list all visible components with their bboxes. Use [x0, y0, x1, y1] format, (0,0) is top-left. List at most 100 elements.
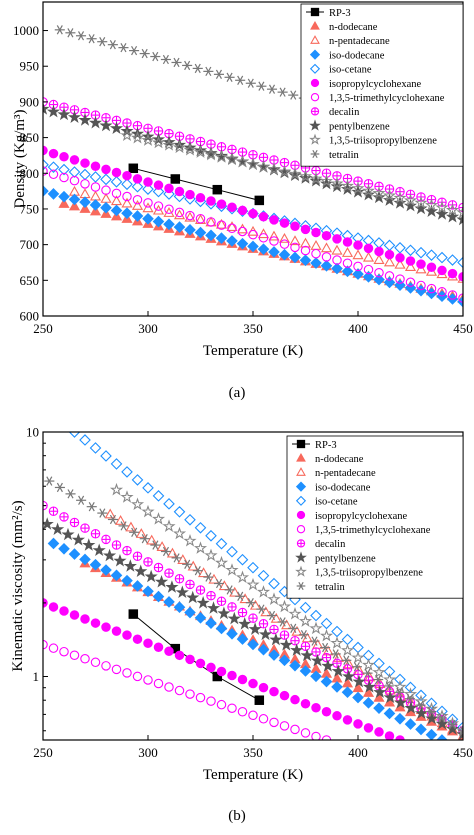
data-point	[107, 40, 118, 50]
data-point	[235, 591, 246, 601]
data-point	[182, 60, 193, 71]
legend-label: iso-dodecane	[315, 482, 371, 493]
data-point	[415, 284, 427, 297]
data-point	[151, 512, 166, 525]
data-point	[310, 257, 322, 269]
data-point	[289, 251, 301, 264]
legend-marker	[296, 525, 306, 534]
data-point	[172, 526, 187, 540]
caption-b: (b)	[228, 808, 246, 824]
data-point	[279, 218, 290, 228]
data-point	[110, 569, 123, 582]
data-point	[215, 232, 228, 244]
data-point	[139, 534, 150, 544]
series-1-3-5-trimethylcyclohexane	[43, 639, 332, 740]
data-point	[394, 258, 406, 269]
data-point	[69, 175, 80, 186]
data-point	[204, 147, 218, 161]
data-point	[212, 184, 223, 195]
data-point	[236, 553, 249, 566]
data-point	[246, 577, 260, 591]
legend-label: pentylbenzene	[315, 553, 376, 564]
data-point	[425, 728, 438, 740]
series-isopropylcyclohexane	[43, 598, 405, 740]
data-point	[248, 229, 258, 240]
data-point	[90, 657, 101, 668]
data-point	[132, 671, 143, 682]
x-tick-label: 400	[348, 321, 368, 336]
data-point	[403, 198, 418, 212]
data-point	[299, 237, 312, 248]
data-point	[248, 622, 262, 635]
data-point	[78, 113, 92, 126]
data-point	[277, 164, 292, 178]
data-point	[352, 268, 364, 280]
series-pentylbenzene	[43, 517, 463, 740]
legend-label: n-pentadecane	[315, 468, 376, 479]
data-point	[177, 554, 189, 565]
data-point	[247, 240, 259, 253]
data-point	[80, 614, 90, 624]
data-point	[206, 662, 216, 673]
data-point	[372, 186, 386, 199]
data-point	[143, 638, 153, 648]
data-point	[254, 195, 265, 206]
data-point	[288, 90, 299, 100]
data-point	[342, 258, 353, 268]
data-point	[58, 542, 70, 555]
data-point	[100, 192, 112, 203]
data-point	[100, 564, 112, 576]
data-point	[267, 162, 281, 175]
data-point	[129, 45, 140, 56]
data-point	[76, 495, 87, 505]
data-point	[383, 707, 396, 720]
data-point	[352, 682, 364, 693]
data-point	[59, 172, 69, 183]
data-point	[269, 686, 279, 697]
data-point	[131, 210, 144, 222]
data-point	[238, 617, 252, 630]
data-point	[299, 665, 312, 677]
data-point	[436, 251, 448, 264]
data-point	[69, 517, 80, 528]
data-point	[330, 649, 341, 659]
data-point	[239, 593, 251, 604]
data-point	[163, 596, 175, 608]
data-point	[171, 553, 182, 563]
data-point	[205, 529, 217, 542]
data-point	[153, 678, 164, 689]
caption-a: (a)	[228, 385, 246, 401]
data-point	[217, 606, 231, 620]
data-point	[373, 702, 385, 714]
legend-marker	[296, 539, 306, 548]
data-point	[426, 283, 437, 294]
data-point	[58, 198, 70, 208]
data-point	[59, 512, 69, 522]
data-point	[404, 681, 417, 694]
data-point	[446, 722, 460, 735]
data-point	[256, 81, 267, 91]
data-point	[393, 191, 407, 204]
data-point	[68, 193, 81, 206]
data-point	[204, 146, 218, 159]
data-point	[185, 189, 195, 200]
data-point	[258, 682, 269, 693]
data-point	[109, 121, 124, 135]
data-point	[184, 211, 196, 222]
data-point	[437, 287, 447, 297]
data-point	[362, 697, 375, 709]
data-point	[184, 513, 196, 526]
data-point	[310, 609, 322, 622]
data-point	[341, 633, 354, 646]
data-point	[247, 225, 259, 236]
data-point	[165, 580, 179, 593]
y-tick-label: 950	[20, 59, 40, 74]
data-point	[206, 601, 221, 614]
data-point	[310, 239, 322, 250]
data-point	[248, 613, 258, 623]
data-point	[204, 548, 218, 562]
data-point	[278, 654, 291, 667]
data-point	[247, 561, 259, 574]
data-point	[135, 528, 147, 538]
legend-label: isopropylcyclohexane	[315, 511, 407, 522]
